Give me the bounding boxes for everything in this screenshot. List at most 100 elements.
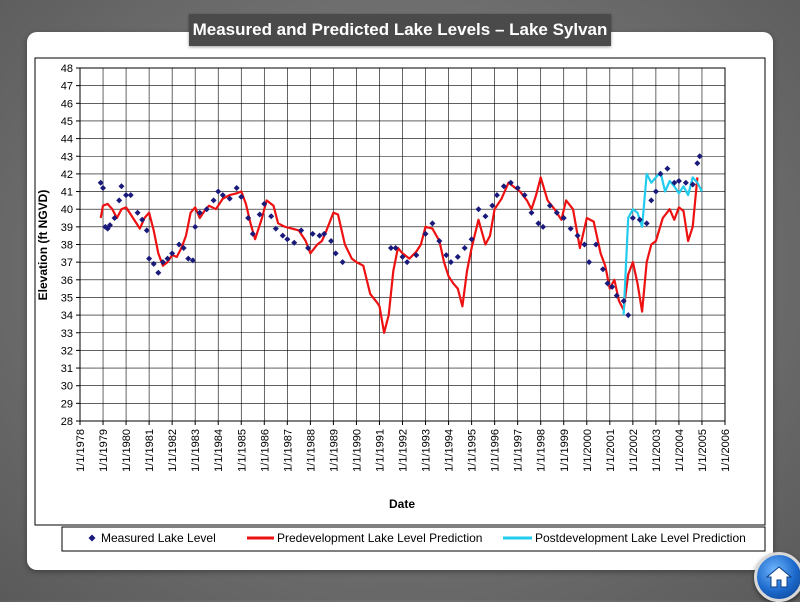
x-tick-label: 1/1/1993 (421, 429, 433, 472)
home-button[interactable] (754, 552, 800, 602)
y-tick-label: 44 (61, 134, 73, 146)
measured-point (189, 257, 196, 264)
legend-marker-measured (88, 534, 96, 542)
measured-point (272, 225, 279, 232)
x-axis-title: Date (389, 497, 415, 511)
measured-point (482, 213, 489, 220)
x-tick-label: 1/1/2000 (582, 429, 594, 472)
legend-frame (61, 526, 766, 552)
series-line-predevelopment (99, 176, 699, 334)
y-axis-ticks: 28 29 30 31 32 33 34 35 36 37 38 39 40 41 42 43 44 45 46 47… (61, 63, 80, 428)
measured-point (106, 222, 113, 229)
measured-point (413, 252, 420, 259)
measured-point (493, 192, 500, 199)
measured-point (146, 255, 153, 262)
measured-point (164, 255, 171, 262)
measured-point (150, 260, 157, 267)
x-tick-label: 1/1/2003 (651, 429, 663, 472)
series-layer (97, 153, 703, 334)
measured-point (599, 266, 606, 273)
grid-lines (79, 67, 726, 422)
measured-point (192, 223, 199, 230)
measured-point (546, 202, 553, 209)
measured-point (226, 195, 233, 202)
measured-point (625, 312, 632, 319)
measured-point (97, 179, 104, 186)
measured-point (321, 230, 328, 237)
x-tick-label: 1/1/1992 (398, 429, 410, 472)
measured-point (279, 232, 286, 239)
measured-point (581, 241, 588, 248)
measured-point (593, 241, 599, 248)
x-tick-label: 1/1/1989 (328, 429, 340, 472)
measured-point (443, 252, 450, 259)
measured-point (332, 250, 339, 257)
measured-point (134, 209, 141, 216)
home-icon (766, 566, 792, 588)
measured-point (238, 193, 245, 200)
measured-point (404, 259, 411, 266)
measured-point (475, 206, 482, 213)
measured-point (219, 192, 226, 199)
measured-point (436, 237, 443, 244)
x-tick-label: 1/1/1986 (259, 429, 271, 472)
measured-point (298, 227, 305, 234)
measured-point (604, 280, 611, 287)
measured-point (620, 297, 627, 304)
measured-point (500, 183, 507, 190)
measured-point (309, 230, 316, 237)
slide-title: Measured and Predicted Lake Levels – Lak… (189, 14, 611, 46)
y-tick-label: 31 (61, 363, 73, 375)
legend-label-measured: Measured Lake Level (101, 531, 216, 545)
measured-point (586, 259, 593, 266)
measured-point (233, 185, 240, 192)
measured-point (387, 245, 394, 252)
measured-point (447, 259, 454, 266)
measured-point (305, 245, 312, 252)
x-tick-label: 1/1/1998 (536, 429, 548, 472)
x-tick-label: 1/1/1991 (374, 429, 386, 472)
measured-point (535, 220, 542, 227)
legend-label-predevelopment: Predevelopment Lake Level Prediction (277, 531, 482, 545)
measured-point (489, 202, 496, 209)
measured-point (629, 215, 636, 222)
measured-point (180, 245, 187, 252)
x-tick-label: 1/1/1985 (236, 429, 248, 472)
measured-point (657, 170, 664, 177)
y-tick-label: 29 (61, 398, 73, 410)
measured-point (574, 232, 581, 239)
y-tick-label: 30 (61, 381, 73, 393)
measured-point (636, 216, 643, 223)
measured-point (696, 153, 703, 160)
x-tick-label: 1/1/1981 (144, 429, 156, 472)
measured-point (245, 215, 252, 222)
legend: Measured Lake Level Predevelopment Lake … (61, 526, 766, 552)
measured-point (429, 220, 436, 227)
x-tick-label: 1/1/1999 (559, 429, 571, 472)
y-tick-label: 40 (61, 204, 73, 216)
legend-label-postdevelopment: Postdevelopment Lake Level Prediction (535, 531, 746, 545)
measured-point (291, 239, 298, 246)
y-tick-label: 33 (61, 328, 73, 340)
x-tick-label: 1/1/1983 (190, 429, 202, 472)
y-tick-label: 39 (61, 222, 73, 234)
measured-point (664, 165, 671, 172)
measured-point (454, 253, 461, 260)
measured-point (399, 253, 406, 260)
y-tick-label: 48 (61, 63, 73, 75)
measured-point (185, 255, 192, 262)
measured-point (675, 177, 682, 184)
measured-point (648, 197, 655, 204)
measured-point (210, 197, 217, 204)
y-tick-label: 38 (61, 240, 73, 252)
measured-point (560, 215, 567, 222)
measured-point (689, 181, 696, 188)
x-tick-label: 1/1/2004 (674, 429, 686, 472)
measured-point (261, 200, 268, 207)
measured-point (176, 241, 183, 248)
y-axis-title: Elevation (ft NGVD) (36, 190, 50, 301)
y-tick-label: 37 (61, 257, 73, 269)
measured-point (116, 197, 123, 204)
measured-point (468, 236, 475, 243)
x-tick-label: 1/1/2001 (605, 429, 617, 472)
